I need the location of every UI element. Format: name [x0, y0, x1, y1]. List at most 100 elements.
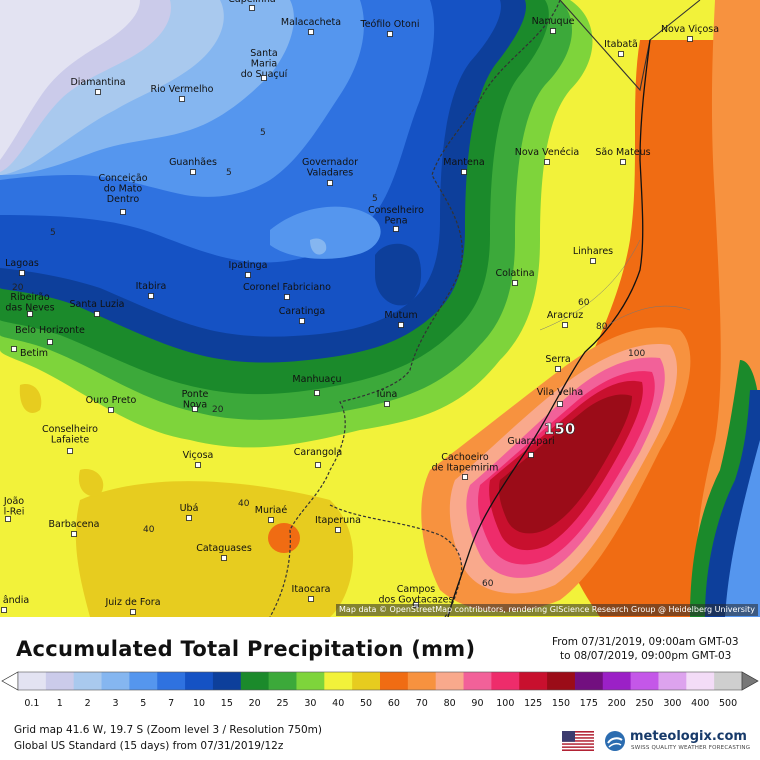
period-from: From 07/31/2019, 09:00am GMT-03	[552, 636, 739, 648]
city-label: Nanuque	[532, 16, 575, 27]
scale-swatch	[268, 672, 297, 690]
scale-swatch	[686, 672, 715, 690]
city-label: Governador Valadares	[302, 157, 358, 179]
city-label: Coronel Fabriciano	[243, 282, 331, 293]
scale-swatch	[407, 672, 437, 690]
scale-swatch	[296, 672, 325, 690]
city-label: Itabatã	[604, 39, 638, 50]
contour-label: 20	[12, 283, 24, 293]
city-marker	[557, 401, 563, 407]
scale-swatch	[380, 672, 409, 690]
city-marker	[461, 169, 467, 175]
scale-tick-label: 70	[416, 698, 428, 709]
city-marker	[528, 452, 534, 458]
city-label: Manhuaçu	[292, 374, 341, 385]
contour-label: 60	[482, 579, 494, 589]
city-marker	[590, 258, 596, 264]
city-marker	[562, 322, 568, 328]
scale-tick-label: 90	[471, 698, 483, 709]
scale-tick-label: 7	[168, 698, 174, 709]
scale-tick-label: 20	[249, 698, 261, 709]
city-marker	[94, 311, 100, 317]
city-marker	[71, 531, 77, 537]
city-marker	[195, 462, 201, 468]
city-label: Guanhães	[169, 157, 217, 168]
us-flag-icon	[562, 731, 594, 751]
city-label: Barbacena	[48, 519, 99, 530]
city-label: Betim	[20, 348, 48, 359]
city-label: Guarapari	[507, 436, 554, 447]
scale-tick-label: 200	[608, 698, 626, 709]
city-marker	[284, 294, 290, 300]
city-marker	[393, 226, 399, 232]
city-label: Santa Maria do Suaçuí	[241, 48, 288, 80]
city-label: Nova Venécia	[515, 147, 580, 158]
contour-label: 5	[260, 128, 266, 138]
scale-tick-label: 500	[719, 698, 737, 709]
contour-label: 100	[628, 349, 645, 359]
contour-label: 80	[596, 322, 608, 332]
city-marker	[314, 390, 320, 396]
city-marker	[299, 318, 305, 324]
scale-tick-label: 250	[635, 698, 653, 709]
contour-label: 5	[226, 168, 232, 178]
brand-name: meteologix.com	[630, 729, 747, 744]
scale-swatch	[45, 672, 75, 690]
city-label: Linhares	[573, 246, 613, 257]
city-label: Itaocara	[292, 584, 331, 595]
city-label: Belo Horizonte	[15, 325, 85, 336]
scale-tick-label: 25	[276, 698, 288, 709]
contour-label: 60	[578, 298, 590, 308]
city-label: Carangola	[294, 447, 343, 458]
city-marker	[315, 462, 321, 468]
scale-arrow-left	[1, 671, 19, 691]
city-label: Itabira	[136, 281, 167, 292]
city-marker	[47, 339, 53, 345]
brand-tagline: SWISS QUALITY WEATHER FORECASTING	[631, 745, 751, 751]
city-marker	[462, 474, 468, 480]
city-label: Conceição do Mato Dentro	[98, 173, 147, 205]
peak-value-label: 150	[544, 420, 575, 438]
scale-swatch	[18, 672, 47, 690]
city-marker	[261, 75, 267, 81]
city-marker	[19, 270, 25, 276]
scale-swatch	[574, 672, 604, 690]
city-label: Cachoeiro de Itapemirim	[432, 452, 499, 474]
city-marker	[384, 401, 390, 407]
scale-swatch	[352, 672, 381, 690]
city-marker	[67, 448, 73, 454]
scale-swatch	[73, 672, 102, 690]
city-label: Ribeirão das Neves	[5, 292, 54, 314]
city-label: Serra	[545, 354, 570, 365]
city-label: Ubá	[180, 503, 199, 514]
city-label: Iúna	[377, 389, 398, 400]
scale-swatch	[324, 672, 353, 690]
scale-tick-label: 10	[193, 698, 205, 709]
scale-tick-label: 400	[691, 698, 709, 709]
city-label: Diamantina	[70, 77, 125, 88]
scale-tick-label: 300	[663, 698, 681, 709]
scale-swatch	[658, 672, 687, 690]
contour-label: 40	[238, 499, 250, 509]
grid-info: Grid map 41.6 W, 19.7 S (Zoom level 3 / …	[14, 724, 323, 736]
city-label: Itaperuna	[315, 515, 361, 526]
scale-swatch	[630, 672, 659, 690]
scale-tick-label: 175	[580, 698, 598, 709]
globe-icon	[605, 731, 625, 751]
precipitation-map: Capelinha Malacacheta Teófilo Otoni Nanuque…	[0, 0, 760, 617]
city-marker	[11, 346, 17, 352]
scale-arrow-right	[741, 671, 759, 691]
scale-tick-label: 60	[388, 698, 400, 709]
city-marker	[192, 406, 198, 412]
scale-swatch	[101, 672, 130, 690]
city-label: Mutum	[384, 310, 417, 321]
scale-swatch	[463, 672, 492, 690]
city-marker	[512, 280, 518, 286]
scale-swatch	[435, 672, 464, 690]
scale-tick-label: 150	[552, 698, 570, 709]
city-label: Rio Vermelho	[151, 84, 214, 95]
brand-logo: meteologix.com SWISS QUALITY WEATHER FOR…	[604, 728, 754, 756]
model-info: Global US Standard (15 days) from 07/31/…	[14, 740, 284, 752]
city-marker	[95, 89, 101, 95]
city-marker	[550, 28, 556, 34]
